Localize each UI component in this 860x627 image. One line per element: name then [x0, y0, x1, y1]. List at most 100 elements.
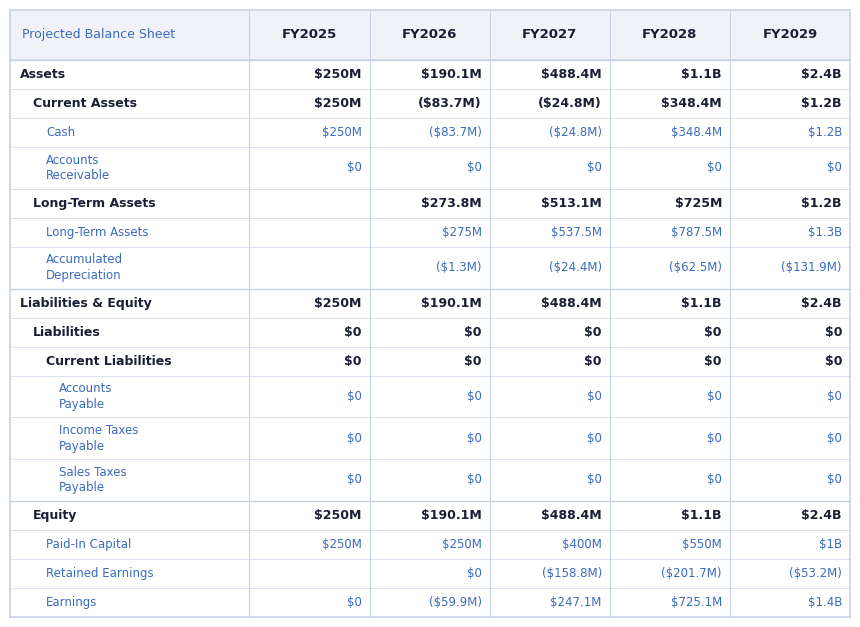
Text: $725.1M: $725.1M — [671, 596, 722, 609]
Text: $1.1B: $1.1B — [681, 509, 722, 522]
Bar — [10, 588, 850, 617]
Text: FY2026: FY2026 — [402, 28, 458, 41]
Bar — [10, 288, 850, 318]
Text: Accumulated
Depreciation: Accumulated Depreciation — [46, 253, 123, 282]
Bar — [10, 218, 850, 247]
Text: FY2029: FY2029 — [762, 28, 818, 41]
Text: $1.2B: $1.2B — [802, 97, 842, 110]
Text: $0: $0 — [587, 473, 602, 487]
Text: $250M: $250M — [314, 509, 361, 522]
Text: $250M: $250M — [322, 126, 361, 139]
Text: $250M: $250M — [322, 538, 361, 551]
Text: $488.4M: $488.4M — [541, 68, 602, 81]
Text: ($62.5M): ($62.5M) — [669, 261, 722, 274]
Text: $1.3B: $1.3B — [808, 226, 842, 239]
Text: $0: $0 — [707, 432, 722, 445]
Text: FY2027: FY2027 — [522, 28, 577, 41]
Text: $0: $0 — [464, 355, 482, 367]
Bar — [10, 60, 850, 89]
Text: $0: $0 — [827, 432, 842, 445]
Bar — [10, 189, 850, 218]
Text: ($24.8M): ($24.8M) — [549, 126, 602, 139]
Text: $550M: $550M — [682, 538, 722, 551]
Text: ($131.9M): ($131.9M) — [782, 261, 842, 274]
Text: ($158.8M): ($158.8M) — [542, 567, 602, 580]
Text: $0: $0 — [467, 567, 482, 580]
Text: $0: $0 — [584, 325, 602, 339]
Text: $348.4M: $348.4M — [661, 97, 722, 110]
Bar — [10, 10, 850, 60]
Text: $0: $0 — [467, 390, 482, 403]
Bar — [10, 89, 850, 118]
Text: $537.5M: $537.5M — [550, 226, 602, 239]
Bar — [10, 247, 850, 288]
Text: $0: $0 — [584, 355, 602, 367]
Text: $1.1B: $1.1B — [681, 297, 722, 310]
Text: $0: $0 — [707, 161, 722, 174]
Text: $0: $0 — [344, 325, 361, 339]
Text: $0: $0 — [467, 473, 482, 487]
Bar — [10, 530, 850, 559]
Text: Assets: Assets — [20, 68, 66, 81]
Text: $0: $0 — [347, 390, 361, 403]
Text: $1B: $1B — [819, 538, 842, 551]
Text: Long-Term Assets: Long-Term Assets — [46, 226, 149, 239]
Bar — [10, 147, 850, 189]
Text: $0: $0 — [827, 473, 842, 487]
Bar — [10, 318, 850, 347]
Text: $250M: $250M — [442, 538, 482, 551]
Text: $488.4M: $488.4M — [541, 509, 602, 522]
Text: $787.5M: $787.5M — [671, 226, 722, 239]
Text: Projected Balance Sheet: Projected Balance Sheet — [22, 28, 175, 41]
Text: ($83.7M): ($83.7M) — [429, 126, 482, 139]
Text: $0: $0 — [587, 161, 602, 174]
Text: Accounts
Payable: Accounts Payable — [59, 382, 113, 411]
Text: $513.1M: $513.1M — [541, 197, 602, 210]
Text: $0: $0 — [587, 390, 602, 403]
Bar — [10, 559, 850, 588]
Text: $190.1M: $190.1M — [421, 297, 482, 310]
Bar — [10, 376, 850, 418]
Text: ($1.3M): ($1.3M) — [436, 261, 482, 274]
Text: Retained Earnings: Retained Earnings — [46, 567, 154, 580]
Text: Cash: Cash — [46, 126, 75, 139]
Text: Current Liabilities: Current Liabilities — [46, 355, 172, 367]
Text: $0: $0 — [707, 390, 722, 403]
Text: $273.8M: $273.8M — [421, 197, 482, 210]
Text: $1.1B: $1.1B — [681, 68, 722, 81]
Text: $0: $0 — [825, 325, 842, 339]
Text: ($24.4M): ($24.4M) — [549, 261, 602, 274]
Text: Liabilities & Equity: Liabilities & Equity — [20, 297, 151, 310]
Text: $0: $0 — [704, 355, 722, 367]
Text: $190.1M: $190.1M — [421, 509, 482, 522]
Text: $1.2B: $1.2B — [802, 197, 842, 210]
Text: $250M: $250M — [314, 97, 361, 110]
Text: $0: $0 — [827, 390, 842, 403]
Text: ($59.9M): ($59.9M) — [428, 596, 482, 609]
Text: Paid-In Capital: Paid-In Capital — [46, 538, 132, 551]
Text: $2.4B: $2.4B — [802, 297, 842, 310]
Text: $0: $0 — [347, 161, 361, 174]
Text: $250M: $250M — [314, 68, 361, 81]
Text: $0: $0 — [464, 325, 482, 339]
Text: $1.4B: $1.4B — [808, 596, 842, 609]
Text: $0: $0 — [827, 161, 842, 174]
Text: $0: $0 — [707, 473, 722, 487]
Text: Income Taxes
Payable: Income Taxes Payable — [59, 424, 138, 453]
Text: $0: $0 — [467, 161, 482, 174]
Bar — [10, 118, 850, 147]
Bar — [10, 501, 850, 530]
Text: ($53.2M): ($53.2M) — [789, 567, 842, 580]
Text: $250M: $250M — [314, 297, 361, 310]
Text: ($201.7M): ($201.7M) — [661, 567, 722, 580]
Text: $1.2B: $1.2B — [808, 126, 842, 139]
Text: $2.4B: $2.4B — [802, 68, 842, 81]
Text: $2.4B: $2.4B — [802, 509, 842, 522]
Text: FY2028: FY2028 — [642, 28, 697, 41]
Text: $400M: $400M — [562, 538, 602, 551]
Text: $0: $0 — [704, 325, 722, 339]
Text: $190.1M: $190.1M — [421, 68, 482, 81]
Text: Sales Taxes
Payable: Sales Taxes Payable — [59, 466, 126, 494]
Text: $0: $0 — [825, 355, 842, 367]
Text: Long-Term Assets: Long-Term Assets — [33, 197, 156, 210]
